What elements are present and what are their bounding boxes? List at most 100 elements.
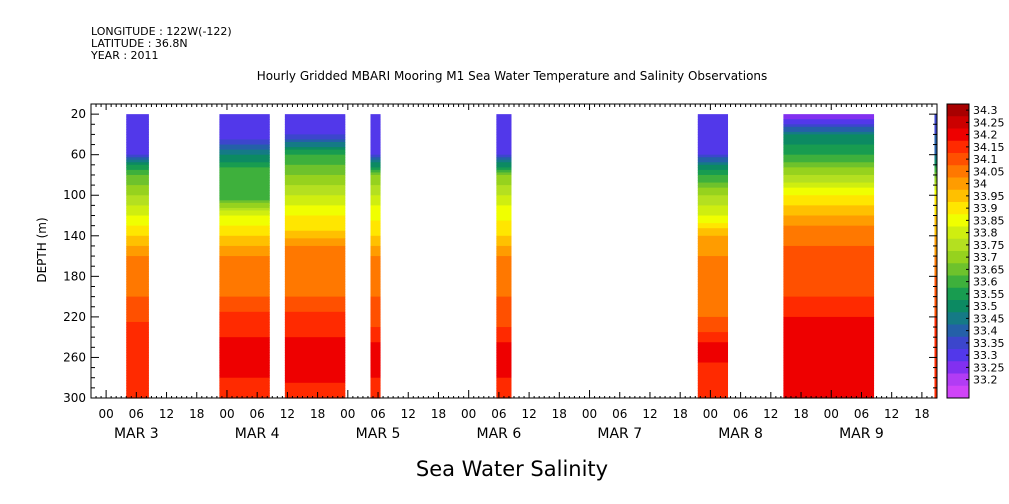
contour-band <box>783 167 875 171</box>
contour-band <box>697 225 729 229</box>
contour-band <box>934 152 937 156</box>
x-tick-label: 18 <box>552 407 567 421</box>
contour-band <box>783 271 875 275</box>
contour-band <box>697 207 729 212</box>
colorbar-swatch <box>947 361 969 374</box>
colorbar-frame <box>946 103 970 399</box>
contour-band <box>219 149 270 153</box>
contour-band <box>370 207 381 212</box>
contour-band <box>284 339 346 343</box>
contour-band <box>126 382 149 386</box>
contour-band <box>496 210 512 214</box>
contour-band <box>783 124 875 128</box>
contour-band <box>284 382 346 386</box>
contour-band <box>783 136 875 141</box>
contour-band <box>219 185 270 189</box>
contour-band <box>284 263 346 267</box>
contour-band <box>126 207 149 212</box>
contour-band <box>219 162 270 166</box>
colorbar-swatch <box>947 140 969 154</box>
contour-band <box>496 387 512 391</box>
contour-band <box>783 321 875 326</box>
x-tick-label: 00 <box>98 407 113 421</box>
contour-band <box>934 149 937 153</box>
contour-band <box>284 190 346 194</box>
contour-band <box>496 147 512 151</box>
colorbar-swatch <box>947 336 969 350</box>
x-date-label: MAR 4 <box>235 426 280 442</box>
contour-band <box>934 291 937 295</box>
contour-band <box>370 215 381 219</box>
contour-band <box>219 380 270 384</box>
contour-band <box>496 258 512 262</box>
x-tick-label: 12 <box>642 407 657 421</box>
contour-band <box>126 177 149 181</box>
contour-band <box>496 286 512 290</box>
contour-band <box>126 243 149 247</box>
x-tick-label: 12 <box>521 407 536 421</box>
contour-band <box>934 162 937 166</box>
contour-band <box>370 126 381 130</box>
contour-band <box>934 185 937 189</box>
contour-band <box>934 114 937 118</box>
contour-band <box>934 136 937 141</box>
colorbar-swatch <box>947 312 969 325</box>
contour-band <box>126 190 149 194</box>
contour-band <box>697 200 729 204</box>
contour-band <box>697 334 729 338</box>
contour-band <box>496 230 512 234</box>
contour-band <box>496 223 512 227</box>
contour-band <box>934 187 937 191</box>
contour-band <box>783 240 875 244</box>
contour-band <box>219 180 270 184</box>
contour-band <box>934 375 937 379</box>
contour-band <box>496 205 512 209</box>
contour-band <box>783 121 875 125</box>
contour-band <box>496 385 512 389</box>
contour-band <box>783 286 875 290</box>
contour-band <box>783 205 875 209</box>
contour-band <box>219 182 270 186</box>
contour-band <box>284 258 346 262</box>
colorbar-swatch <box>947 263 969 276</box>
contour-band <box>697 172 729 176</box>
contour-band <box>496 352 512 356</box>
contour-band <box>284 311 346 315</box>
contour-band <box>219 329 270 333</box>
contour-band <box>370 235 381 239</box>
contour-band <box>934 223 937 227</box>
contour-band <box>783 281 875 285</box>
contour-band <box>219 273 270 277</box>
contour-band <box>934 301 937 305</box>
contour-band <box>219 296 270 300</box>
contour-band <box>783 365 875 369</box>
contour-band <box>496 195 512 199</box>
contour-band <box>219 332 270 336</box>
contour-band <box>783 251 875 255</box>
contour-band <box>284 395 346 399</box>
contour-band <box>934 142 937 146</box>
contour-band <box>496 136 512 141</box>
colorbar-label: 33.5 <box>973 300 998 313</box>
contour-band <box>219 248 270 252</box>
contour-band <box>783 273 875 277</box>
contour-band <box>219 225 270 229</box>
contour-band <box>697 324 729 328</box>
contour-band <box>126 154 149 158</box>
x-date-label: MAR 7 <box>597 426 642 442</box>
contour-band <box>370 202 381 206</box>
contour-band <box>934 126 937 130</box>
contour-band <box>370 281 381 285</box>
contour-band <box>219 261 270 265</box>
data-segment <box>219 114 270 399</box>
contour-band <box>934 159 937 163</box>
contour-band <box>934 243 937 247</box>
contour-band <box>219 139 270 143</box>
contour-band <box>934 339 937 343</box>
contour-band <box>126 347 149 351</box>
contour-band <box>126 278 149 283</box>
x-date-label: MAR 9 <box>839 426 884 442</box>
contour-band <box>370 134 381 138</box>
contour-band <box>934 329 937 333</box>
x-tick-label: 00 <box>219 407 234 421</box>
